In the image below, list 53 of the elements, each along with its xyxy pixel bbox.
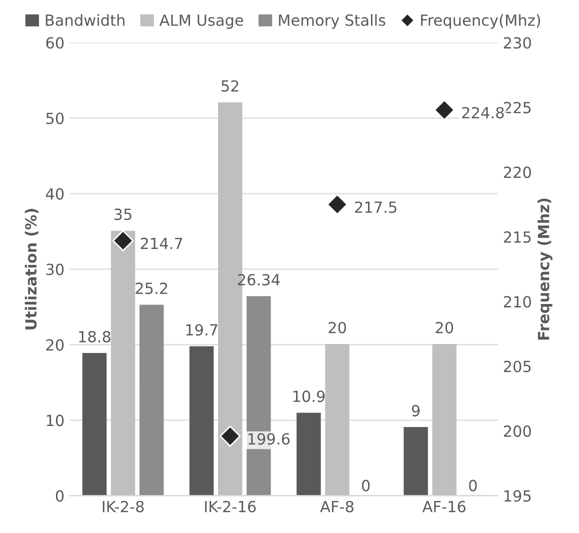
data-label: 20 <box>436 322 454 334</box>
y2-tick-label: 215 <box>504 231 531 243</box>
legend-label: Bandwidth <box>46 14 124 26</box>
point <box>434 99 455 120</box>
data-label: 18.8 <box>79 330 110 342</box>
y2-tick-label: 230 <box>504 37 531 49</box>
data-label: 0 <box>362 480 370 492</box>
data-label: 10.9 <box>293 390 325 402</box>
point <box>112 230 134 252</box>
y2-tick-label: 220 <box>504 166 531 178</box>
y2-tick-label: 205 <box>504 360 531 372</box>
bar <box>189 346 214 496</box>
x-tick-label: AF-8 <box>320 500 354 512</box>
data-label: 35 <box>114 208 132 220</box>
point <box>326 194 348 215</box>
data-label: 199.6 <box>248 433 290 445</box>
data-label: 19.7 <box>186 324 218 336</box>
data-label: 20 <box>328 322 346 334</box>
x-tick-label: AF-16 <box>422 500 466 512</box>
data-label: 25.2 <box>136 282 168 294</box>
bar <box>404 427 428 496</box>
legend-label: Frequency(Mhz) <box>421 14 540 29</box>
y-tick-label: 50 <box>46 112 64 124</box>
y2-tick-label: 200 <box>504 425 531 437</box>
y2-tick-label: 225 <box>504 102 531 114</box>
data-label: 0 <box>469 480 477 492</box>
y-tick-label: 60 <box>46 37 64 49</box>
data-label: 214.7 <box>140 238 182 250</box>
data-label: 26.34 <box>238 274 280 286</box>
legend-label: ALM Usage <box>159 14 244 29</box>
data-label: 224.8 <box>462 106 504 118</box>
y-tick-label: 10 <box>46 414 64 426</box>
legend-label: Memory Stalls <box>279 14 386 29</box>
y-tick-label: 30 <box>46 264 64 276</box>
bar <box>139 304 164 496</box>
bar <box>110 230 136 496</box>
bar <box>82 353 107 496</box>
data-label: 52 <box>222 80 238 92</box>
y2-axis-title: Frequency (Mhz) <box>538 198 552 340</box>
bar <box>296 412 321 496</box>
x-tick-label: IK-2-8 <box>102 500 144 512</box>
data-label: 9 <box>412 404 420 416</box>
y-tick-label: 0 <box>56 490 64 502</box>
y2-tick-label: 195 <box>504 490 531 502</box>
y-axis-title: Utilization (%) <box>24 208 38 330</box>
data-label: 217.5 <box>355 201 396 213</box>
bar <box>325 344 350 496</box>
y2-tick-label: 210 <box>504 296 531 308</box>
y-tick-label: 20 <box>46 339 64 351</box>
y-tick-label: 40 <box>46 188 64 200</box>
x-tick-label: IK-2-16 <box>205 500 256 512</box>
point <box>220 426 241 447</box>
bar <box>432 344 457 496</box>
